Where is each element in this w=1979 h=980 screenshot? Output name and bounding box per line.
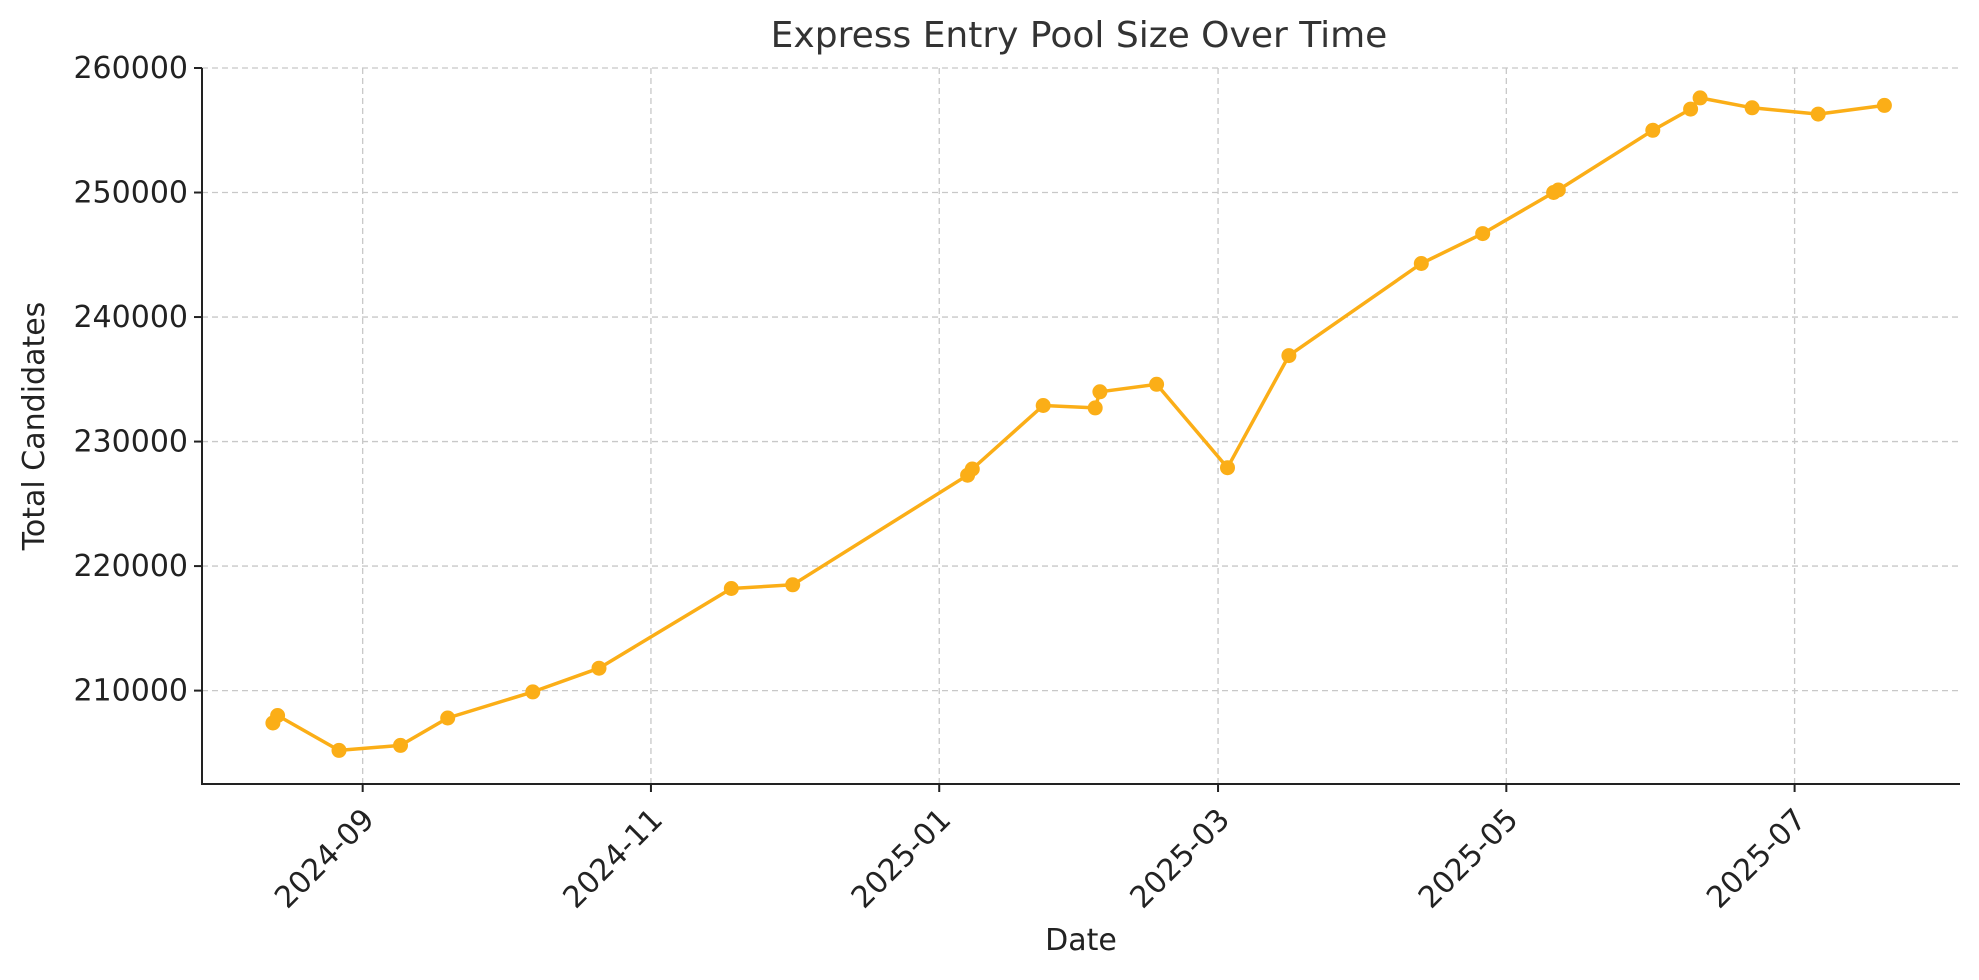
y-tick-label: 260000 <box>73 51 188 86</box>
x-axis-label: Date <box>1045 923 1117 958</box>
data-point <box>1692 90 1708 106</box>
data-point <box>1475 226 1491 242</box>
x-tick-label: 2025-05 <box>1412 802 1525 915</box>
x-tick-label: 2025-03 <box>1124 802 1237 915</box>
data-point <box>331 742 347 758</box>
y-tick-label: 240000 <box>73 300 188 335</box>
data-point <box>723 581 739 596</box>
x-tick-label: 2024-09 <box>268 802 381 915</box>
data-point <box>525 684 541 700</box>
y-tick-label: 250000 <box>73 176 188 211</box>
x-tick-label: 2025-01 <box>845 802 958 915</box>
y-tick-label: 230000 <box>73 425 188 460</box>
x-ticks: 2024-09 2024-11 2025-01 2025-03 2025-05 2025-… <box>268 784 1814 916</box>
grid-lines <box>202 67 1960 784</box>
data-point <box>1683 101 1699 117</box>
data-point <box>440 710 456 726</box>
chart-title: Express Entry Pool Size Over Time <box>771 15 1388 56</box>
data-point <box>1550 182 1566 198</box>
data-point <box>1087 400 1103 416</box>
y-ticks: 210000 220000 230000 240000 250000 260000 <box>73 51 202 709</box>
data-point <box>591 660 607 676</box>
data-point <box>393 737 408 753</box>
data-point <box>270 708 286 723</box>
data-point <box>1810 106 1826 122</box>
data-point <box>1220 460 1235 476</box>
data-series <box>265 90 1892 758</box>
data-point <box>1092 384 1108 400</box>
data-point <box>1876 97 1892 113</box>
x-tick-label: 2025-07 <box>1700 802 1813 915</box>
data-point <box>1281 348 1297 364</box>
axes <box>201 68 1960 785</box>
data-point <box>785 577 801 593</box>
data-point <box>1413 256 1429 271</box>
y-tick-label: 210000 <box>73 674 188 709</box>
data-point <box>1035 398 1051 413</box>
data-point <box>964 461 980 477</box>
data-point <box>1645 122 1661 138</box>
y-tick-label: 220000 <box>73 549 188 584</box>
y-axis-label: Total Candidates <box>17 302 52 552</box>
axis-spines <box>201 68 1960 785</box>
x-tick-label: 2024-11 <box>556 802 669 915</box>
series-line <box>271 96 1885 753</box>
data-point <box>1744 100 1760 116</box>
data-point <box>1149 376 1165 392</box>
